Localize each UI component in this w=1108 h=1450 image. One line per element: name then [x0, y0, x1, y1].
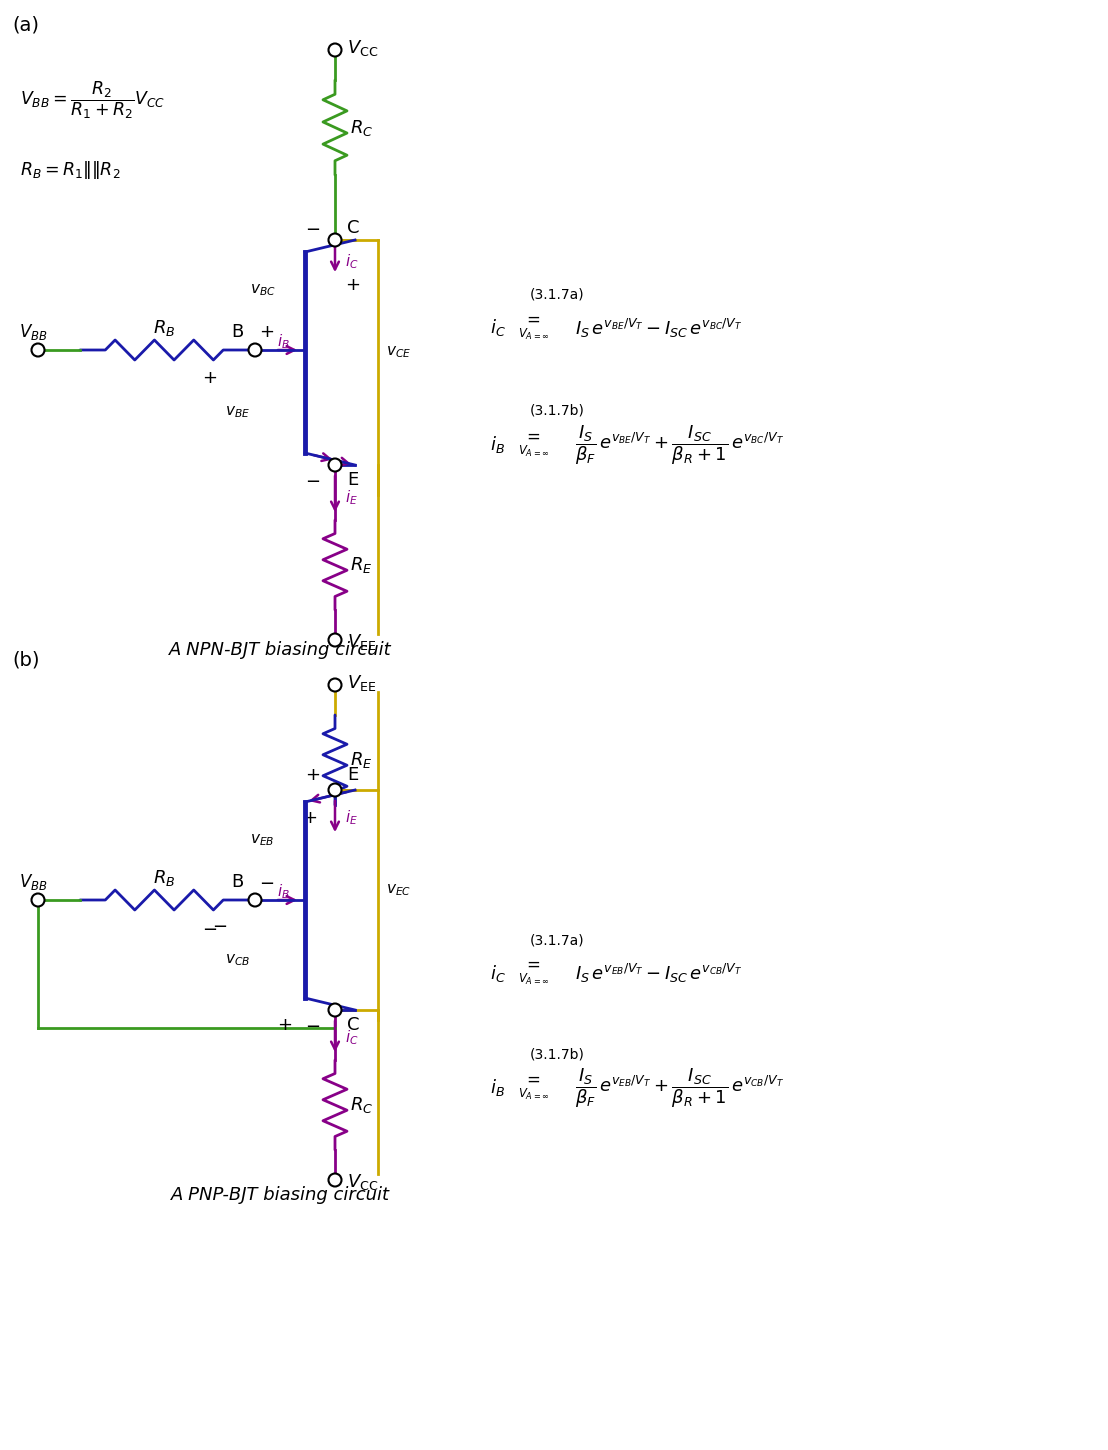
Text: $V_{BB}$: $V_{BB}$ [19, 322, 48, 342]
Text: $\dfrac{I_S}{\beta_F}\,e^{v_{BE}/V_T}+\dfrac{I_{SC}}{\beta_R+1}\,e^{v_{BC}/V_T}$: $\dfrac{I_S}{\beta_F}\,e^{v_{BE}/V_T}+\d… [575, 423, 784, 467]
Text: $V_{\mathrm{EE}}$: $V_{\mathrm{EE}}$ [347, 632, 377, 653]
Text: $R_B$: $R_B$ [153, 318, 175, 338]
Text: $-$: $-$ [306, 1016, 320, 1034]
Text: $-$: $-$ [213, 916, 227, 934]
Text: $i_E$: $i_E$ [345, 809, 358, 828]
Text: $+$: $+$ [277, 1016, 293, 1034]
Circle shape [328, 233, 341, 247]
Text: $R_E$: $R_E$ [350, 555, 372, 576]
Text: $v_{CE}$: $v_{CE}$ [386, 345, 411, 361]
Text: $R_B=R_1\|\|R_2$: $R_B=R_1\|\|R_2$ [20, 160, 121, 181]
Text: $v_{CB}$: $v_{CB}$ [225, 953, 250, 967]
Text: $v_{EC}$: $v_{EC}$ [386, 882, 411, 898]
Text: E: E [347, 471, 358, 489]
Text: $R_E$: $R_E$ [350, 750, 372, 770]
Circle shape [328, 679, 341, 692]
Text: A NPN-BJT biasing circuit: A NPN-BJT biasing circuit [168, 641, 391, 658]
Text: $+$: $+$ [259, 323, 275, 341]
Text: $V_{\mathrm{CC}}$: $V_{\mathrm{CC}}$ [347, 1172, 378, 1192]
Text: $\dfrac{I_S}{\beta_F}\,e^{v_{EB}/V_T}+\dfrac{I_{SC}}{\beta_R+1}\,e^{v_{CB}/V_T}$: $\dfrac{I_S}{\beta_F}\,e^{v_{EB}/V_T}+\d… [575, 1066, 784, 1109]
Text: $I_S\,e^{v_{EB}/V_T}-I_{SC}\,e^{v_{CB}/V_T}$: $I_S\,e^{v_{EB}/V_T}-I_{SC}\,e^{v_{CB}/V… [575, 961, 742, 985]
Text: $+$: $+$ [306, 766, 320, 784]
Circle shape [248, 344, 261, 357]
Text: $i_C$: $i_C$ [345, 1028, 359, 1047]
Text: $i_C$: $i_C$ [490, 318, 505, 338]
Text: $v_{BC}$: $v_{BC}$ [250, 283, 276, 297]
Text: $R_C$: $R_C$ [350, 1095, 373, 1115]
Text: $V_{BB}$: $V_{BB}$ [19, 871, 48, 892]
Text: B: B [230, 873, 243, 890]
Text: $i_E$: $i_E$ [345, 489, 358, 508]
Text: $i_B$: $i_B$ [277, 883, 290, 902]
Circle shape [31, 344, 44, 357]
Text: $V_{\mathrm{CC}}$: $V_{\mathrm{CC}}$ [347, 38, 378, 58]
Text: (3.1.7b): (3.1.7b) [530, 1048, 585, 1061]
Circle shape [328, 458, 341, 471]
Text: C: C [347, 219, 359, 236]
Text: E: E [347, 766, 358, 784]
Text: $\underset{V_{A=\infty}}{=}$: $\underset{V_{A=\infty}}{=}$ [519, 431, 550, 458]
Text: $I_S\,e^{v_{BE}/V_T}-I_{SC}\,e^{v_{BC}/V_T}$: $I_S\,e^{v_{BE}/V_T}-I_{SC}\,e^{v_{BC}/V… [575, 316, 742, 339]
Text: $\underset{V_{A=\infty}}{=}$: $\underset{V_{A=\infty}}{=}$ [519, 960, 550, 986]
Circle shape [31, 893, 44, 906]
Text: $R_B$: $R_B$ [153, 869, 175, 887]
Circle shape [328, 44, 341, 57]
Text: $-$: $-$ [306, 471, 320, 489]
Text: $i_B$: $i_B$ [277, 332, 290, 351]
Circle shape [328, 1173, 341, 1186]
Circle shape [248, 893, 261, 906]
Text: $i_B$: $i_B$ [490, 435, 505, 455]
Text: (a): (a) [12, 16, 39, 35]
Circle shape [328, 634, 341, 647]
Text: (b): (b) [12, 651, 40, 670]
Text: $v_{EB}$: $v_{EB}$ [250, 832, 275, 848]
Text: B: B [230, 323, 243, 341]
Text: $+$: $+$ [345, 276, 360, 294]
Text: $i_B$: $i_B$ [490, 1077, 505, 1099]
Text: $-$: $-$ [203, 919, 217, 937]
Text: C: C [347, 1016, 359, 1034]
Circle shape [328, 783, 341, 796]
Text: $-$: $-$ [259, 873, 275, 890]
Text: A PNP-BJT biasing circuit: A PNP-BJT biasing circuit [171, 1186, 390, 1204]
Text: $i_C$: $i_C$ [490, 963, 505, 983]
Text: $+$: $+$ [302, 809, 318, 826]
Text: (3.1.7b): (3.1.7b) [530, 403, 585, 418]
Text: $V_{BB}=\dfrac{R_2}{R_1+R_2}V_{CC}$: $V_{BB}=\dfrac{R_2}{R_1+R_2}V_{CC}$ [20, 80, 165, 120]
Text: $\underset{V_{A=\infty}}{=}$: $\underset{V_{A=\infty}}{=}$ [519, 1074, 550, 1102]
Text: $\underset{V_{A=\infty}}{=}$: $\underset{V_{A=\infty}}{=}$ [519, 315, 550, 342]
Text: (3.1.7a): (3.1.7a) [530, 932, 585, 947]
Circle shape [328, 1003, 341, 1016]
Text: $-$: $-$ [306, 219, 320, 236]
Text: (3.1.7a): (3.1.7a) [530, 289, 585, 302]
Text: $i_C$: $i_C$ [345, 252, 359, 271]
Text: $v_{BE}$: $v_{BE}$ [225, 405, 250, 420]
Text: $V_{\mathrm{EE}}$: $V_{\mathrm{EE}}$ [347, 673, 377, 693]
Text: $R_C$: $R_C$ [350, 117, 373, 138]
Text: $+$: $+$ [203, 368, 217, 387]
